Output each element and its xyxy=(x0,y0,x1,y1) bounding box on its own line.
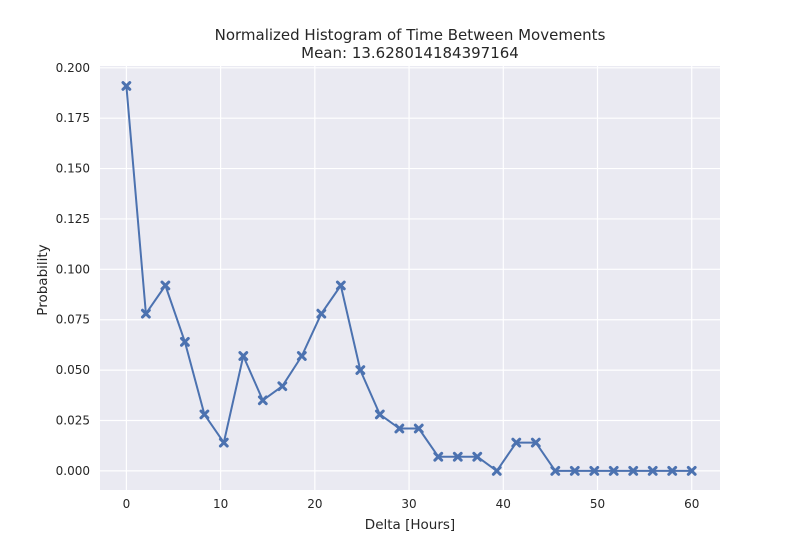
data-point xyxy=(160,280,171,291)
data-point xyxy=(413,423,424,434)
data-point xyxy=(608,465,619,476)
data-point xyxy=(511,437,522,448)
x-axis-label: Delta [Hours] xyxy=(365,517,455,533)
y-tick-label: 0.075 xyxy=(56,313,90,327)
data-point xyxy=(491,465,502,476)
y-tick-label: 0.050 xyxy=(56,363,90,377)
data-point xyxy=(569,465,580,476)
y-tick-label: 0.025 xyxy=(56,413,90,427)
y-axis-ticks: 0.000 0.025 0.050 0.075 0.100 0.125 0.150 0.175… xyxy=(56,61,90,478)
chart-subtitle: Mean: 13.628014184397164 xyxy=(301,44,519,62)
data-point xyxy=(199,409,210,420)
data-point xyxy=(686,465,697,476)
x-axis-ticks: 0 10 20 30 40 50 60 xyxy=(123,497,700,511)
y-tick-label: 0.125 xyxy=(56,212,90,226)
x-tick-label: 40 xyxy=(496,497,511,511)
plot-background xyxy=(100,66,720,490)
data-point xyxy=(140,308,151,319)
y-axis-label: Probability xyxy=(35,244,51,315)
data-point xyxy=(121,81,132,91)
y-tick-label: 0.000 xyxy=(56,464,90,478)
data-point xyxy=(335,280,346,291)
data-point xyxy=(179,336,190,347)
x-tick-label: 60 xyxy=(684,497,699,511)
data-point xyxy=(218,437,229,448)
data-point xyxy=(296,351,307,361)
x-tick-label: 50 xyxy=(590,497,605,511)
data-point xyxy=(394,423,405,434)
data-point xyxy=(433,451,444,462)
data-point xyxy=(628,465,639,476)
chart-title: Normalized Histogram of Time Between Mov… xyxy=(215,26,606,44)
x-tick-label: 30 xyxy=(401,497,416,511)
data-point xyxy=(550,465,561,476)
data-point xyxy=(530,437,541,448)
grid xyxy=(100,66,720,490)
x-tick-label: 20 xyxy=(307,497,322,511)
y-tick-label: 0.150 xyxy=(56,162,90,176)
y-tick-label: 0.200 xyxy=(56,61,90,75)
data-point xyxy=(452,451,463,462)
x-tick-label: 0 xyxy=(123,497,131,511)
y-tick-label: 0.100 xyxy=(56,262,90,276)
data-point xyxy=(647,465,658,476)
data-point xyxy=(472,451,483,462)
y-tick-label: 0.175 xyxy=(56,111,90,125)
data-point xyxy=(277,381,288,392)
data-point xyxy=(238,351,249,361)
data-point xyxy=(589,465,600,476)
data-point xyxy=(667,465,678,476)
x-tick-label: 10 xyxy=(213,497,228,511)
series-markers xyxy=(121,81,697,476)
data-point xyxy=(355,365,366,375)
data-point xyxy=(316,308,327,319)
data-point xyxy=(257,395,268,406)
data-point xyxy=(374,409,385,420)
